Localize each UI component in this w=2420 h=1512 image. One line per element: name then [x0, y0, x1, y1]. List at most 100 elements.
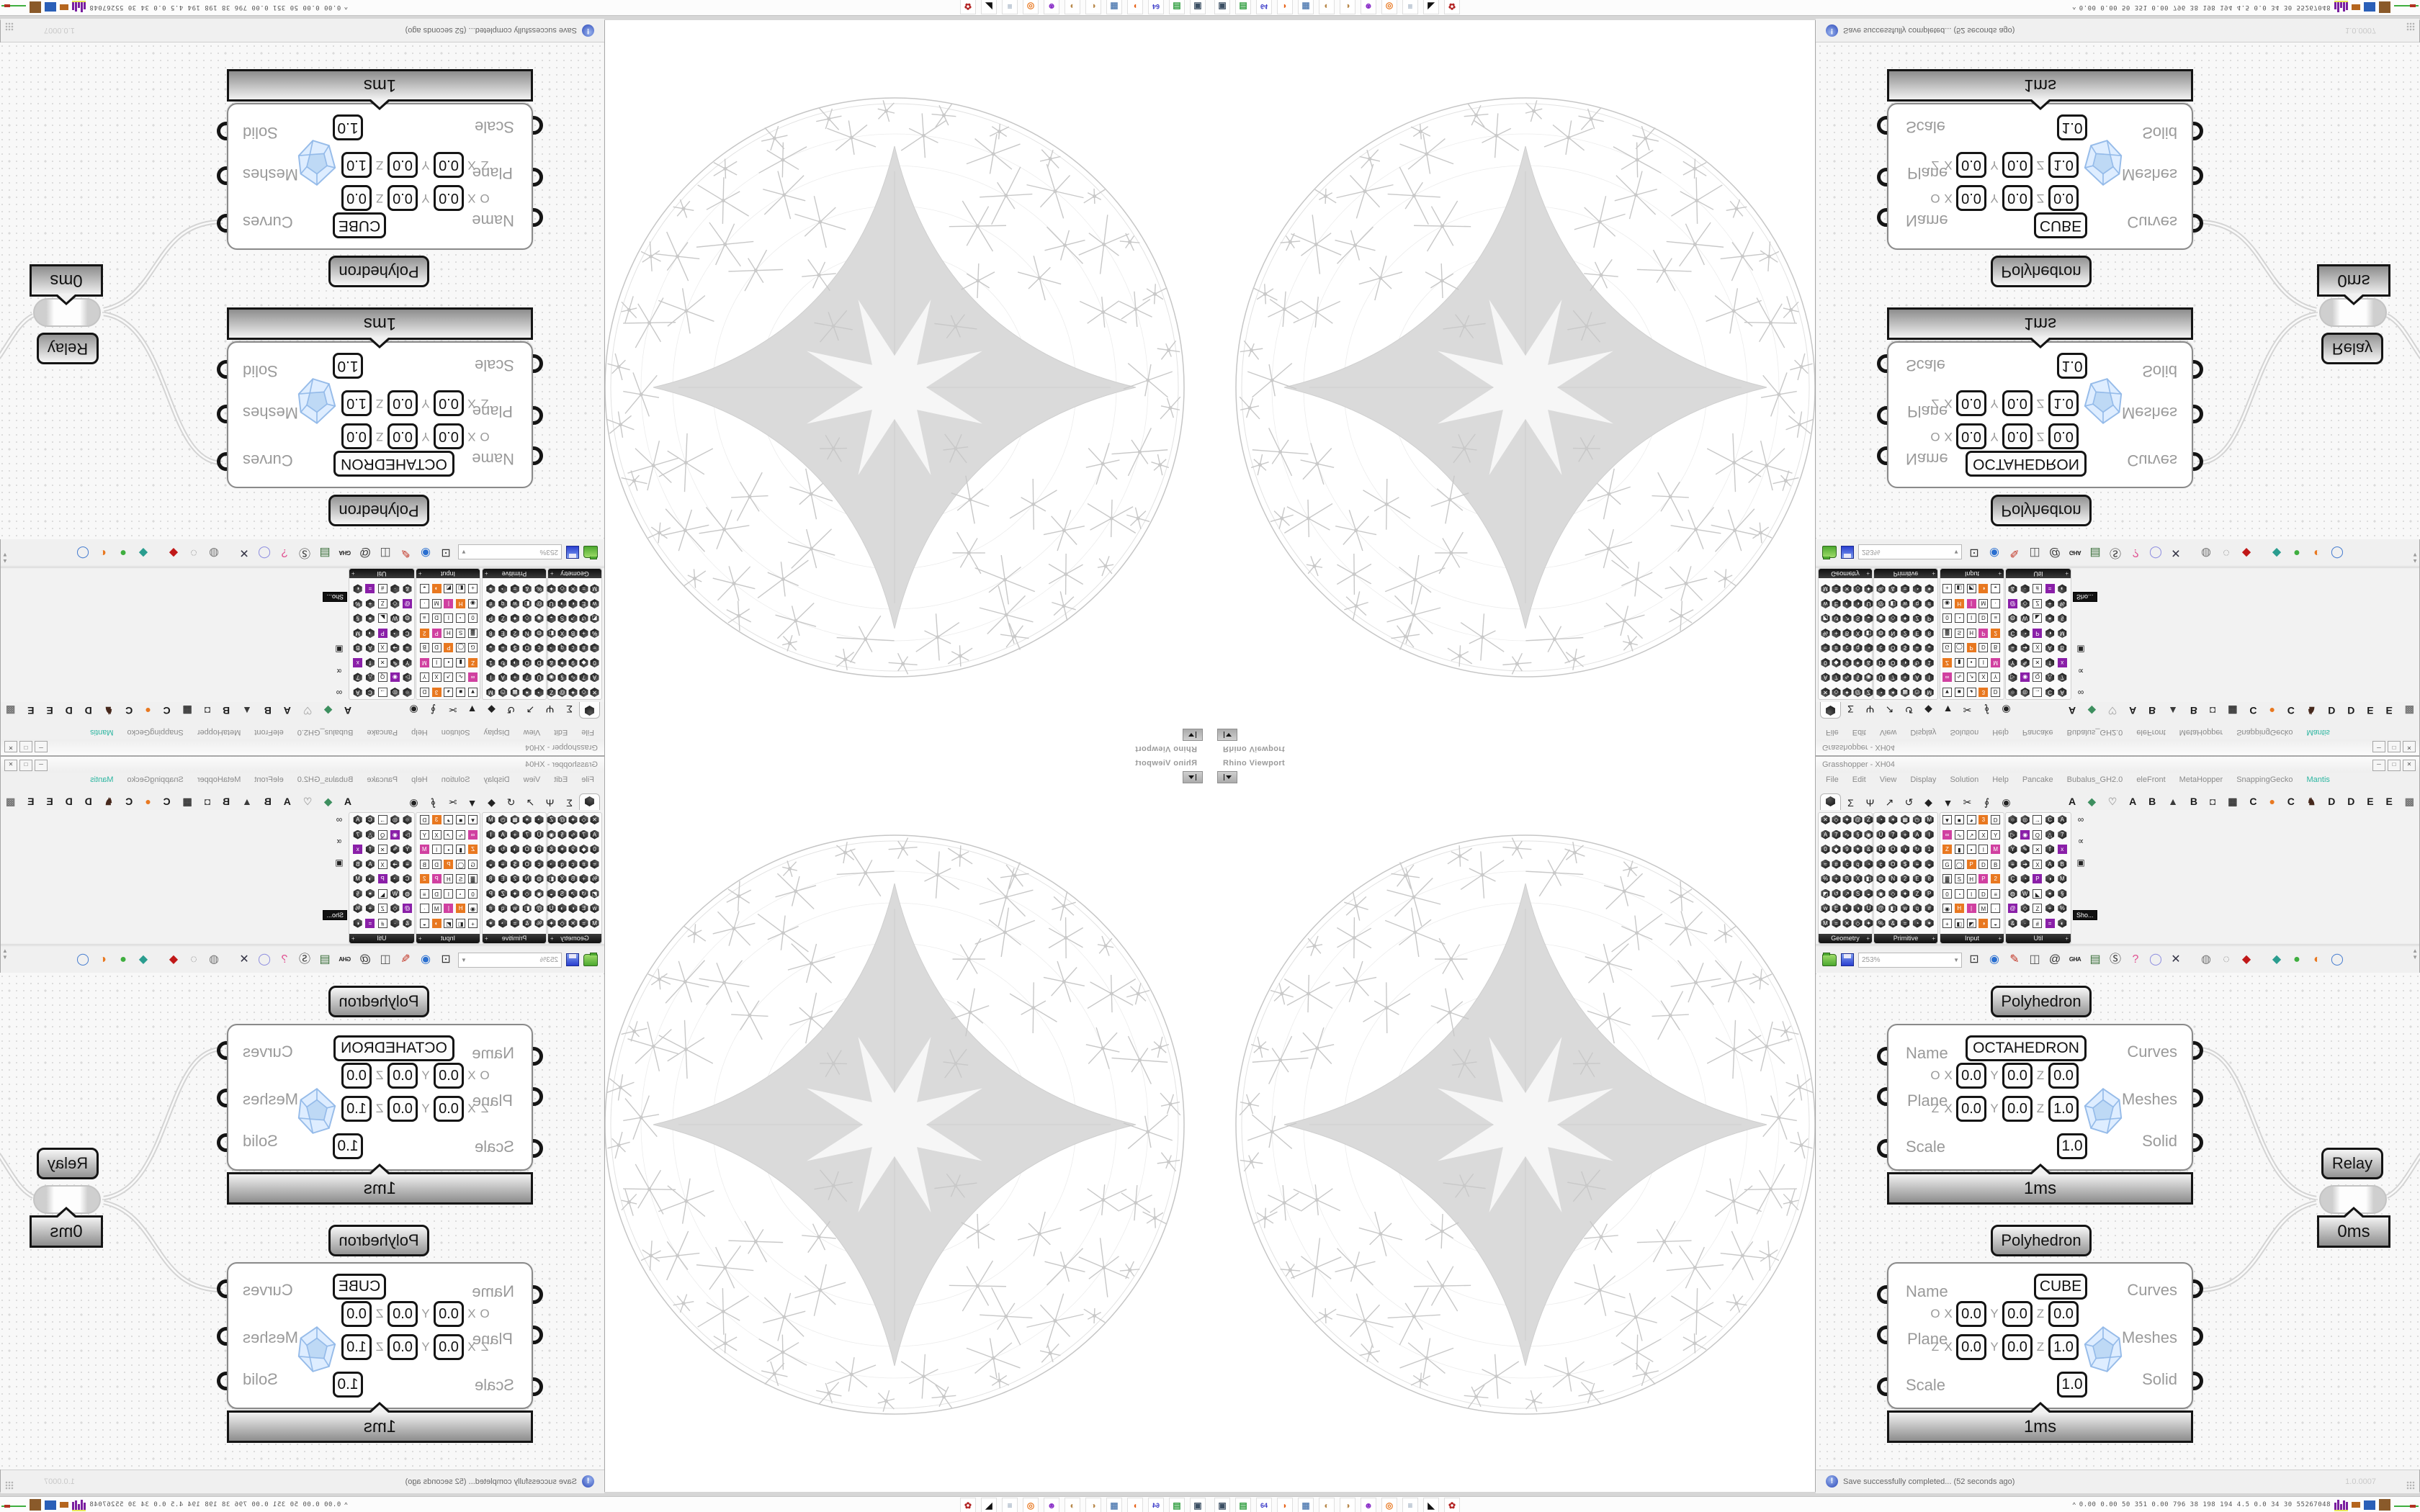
input-socket[interactable] [1877, 1377, 1887, 1396]
plane-value-box[interactable]: 0.0 [434, 390, 464, 416]
door-icon[interactable]: ◫ [380, 953, 391, 966]
palette-component-icon[interactable]: ◒ [1864, 614, 1873, 624]
palette-component-icon[interactable]: M [486, 815, 496, 824]
close-button[interactable]: ✕ [2403, 741, 2416, 752]
close-button[interactable]: ✕ [4, 741, 17, 752]
palette-component-icon[interactable]: ▪ [1966, 658, 1976, 667]
pin-green-icon[interactable]: ● [120, 546, 127, 559]
palette-component-icon[interactable]: ◷ [498, 688, 508, 697]
palette-component-icon[interactable]: ◔ [498, 919, 508, 928]
eye-icon[interactable]: ◉ [421, 546, 431, 559]
palette-component-icon[interactable]: & [403, 919, 412, 928]
palette-component-icon[interactable]: ▪ [444, 845, 454, 854]
palette-component-icon[interactable]: # [1832, 859, 1841, 869]
calculator-icon[interactable]: ▦ [1298, 0, 1314, 14]
palette-component-icon[interactable]: ◧ [1864, 629, 1873, 638]
scale-value-box[interactable]: 1.0 [2057, 1133, 2087, 1159]
palette-component-icon[interactable]: ✕ [1842, 918, 1852, 928]
palette-component-icon[interactable]: A [498, 673, 508, 683]
palette-component-icon[interactable]: ◇ [2020, 904, 2030, 913]
palette-component-icon[interactable]: | [444, 599, 454, 608]
palette-component-icon[interactable]: ◉ [534, 614, 544, 624]
scale-value-box[interactable]: 1.0 [333, 1133, 363, 1159]
palette-component-icon[interactable]: ✕ [1842, 585, 1852, 594]
firefox-icon[interactable]: ◗ [1127, 1498, 1143, 1512]
palette-component-icon[interactable]: Z [377, 599, 387, 608]
palette-component-icon[interactable]: ↗ [1966, 672, 1976, 683]
save-file-button[interactable] [1841, 953, 1854, 966]
palette-component-icon[interactable]: & [1888, 918, 1898, 928]
eye-icon[interactable]: ◉ [1989, 546, 1999, 559]
palette-component-icon[interactable]: ≡ [2008, 859, 2017, 869]
plugin-tab[interactable]: ◘ [2209, 796, 2216, 807]
grasshopper-titlebar[interactable]: Grasshopper - XH04 ─ □ ✕ [1816, 757, 2419, 773]
name-value-box[interactable]: OCTAHEDRON [333, 451, 454, 477]
palette-component-icon[interactable]: 9 [568, 658, 578, 667]
palette-component-icon[interactable]: ▼ [1942, 688, 1952, 697]
output-socket[interactable] [217, 1089, 227, 1107]
plane-value-box[interactable]: 0.0 [2002, 185, 2033, 211]
palette-component-icon[interactable]: + [365, 904, 375, 913]
scale-value-box[interactable]: 1.0 [333, 1372, 363, 1398]
plane-value-box[interactable]: 0.0 [434, 423, 464, 449]
palette-component-icon[interactable]: A [353, 688, 362, 697]
component-tab[interactable]: ✂ [448, 796, 457, 808]
shorts-icon[interactable]: ? [2132, 953, 2139, 966]
input-socket[interactable] [533, 116, 543, 135]
toolbar-overflow-arrows[interactable]: ▲ ▼ [2, 552, 8, 564]
palette-panel-label[interactable]: Geometry + [548, 569, 601, 578]
palette-component-icon[interactable]: E [498, 874, 508, 883]
palette-component-icon[interactable]: ∝ [336, 666, 343, 676]
palette-component-icon[interactable]: c [534, 644, 544, 653]
zoom-level-combo[interactable]: 253% ▼ [458, 952, 562, 968]
plane-value-box[interactable]: 0.0 [2002, 1096, 2033, 1122]
plane-value-box[interactable]: 0.0 [434, 1096, 464, 1122]
palette-component-icon[interactable]: ◧ [522, 904, 532, 913]
palette-component-icon[interactable]: ↗ [1966, 829, 1976, 840]
palette-component-icon[interactable]: & [1864, 658, 1873, 667]
palette-component-icon[interactable]: H [1966, 874, 1976, 883]
firefox-icon[interactable]: ◗ [1277, 0, 1293, 14]
palette-component-icon[interactable]: @ [557, 815, 567, 824]
black-app-icon[interactable]: ◣ [1423, 1498, 1439, 1512]
palette-component-icon[interactable]: ≈ [590, 644, 599, 653]
palette-component-icon[interactable]: Ü [1876, 673, 1886, 683]
polyhedron-cluster-header[interactable]: Polyhedron [328, 256, 429, 287]
palette-component-icon[interactable]: Y [2008, 845, 2017, 854]
palette-component-icon[interactable]: Q [2033, 829, 2043, 840]
palette-component-icon[interactable]: B [1991, 643, 2001, 653]
menu-item-help[interactable]: Help [1992, 728, 2009, 737]
doc-icon[interactable]: ▤ [2089, 546, 2101, 559]
palette-component-icon[interactable]: ✶ [557, 845, 567, 854]
at-icon[interactable]: @ [2048, 953, 2061, 966]
plugin-tab[interactable]: C [2249, 796, 2257, 807]
spheres-icon[interactable]: ◍ [209, 953, 219, 966]
component-tab[interactable]: ▼ [467, 797, 478, 809]
plane-value-box[interactable]: 0.0 [434, 1334, 464, 1360]
palette-component-icon[interactable]: Ü [1876, 829, 1886, 840]
palette-component-icon[interactable]: ◑ [1978, 584, 1989, 594]
plugin-tab[interactable]: D [2328, 705, 2336, 716]
component-tab[interactable]: ↗ [1885, 796, 1894, 808]
palette-component-icon[interactable]: 0 [1821, 845, 1830, 854]
palette-component-icon[interactable]: C [365, 688, 375, 697]
palette-component-icon[interactable]: ◧ [547, 629, 556, 638]
plugin-tab[interactable]: B [2148, 796, 2156, 807]
palette-component-icon[interactable]: 8 [1924, 629, 1934, 638]
palette-component-icon[interactable]: W [390, 614, 400, 624]
input-socket[interactable] [1877, 1087, 1887, 1106]
menu-item-metahopper[interactable]: MetaHopper [2179, 775, 2223, 784]
plane-value-box[interactable]: 0.0 [434, 152, 464, 178]
toolbar-overflow-arrows[interactable]: ▲ ▼ [2412, 552, 2418, 564]
menu-item-edit[interactable]: Edit [554, 728, 568, 737]
palette-component-icon[interactable]: A [2045, 644, 2055, 653]
palette-component-icon[interactable]: ✕ [1821, 815, 1830, 824]
palette-component-icon[interactable]: B [419, 643, 429, 653]
palette-icon[interactable]: ◐ [1319, 0, 1335, 14]
name-value-box[interactable]: CUBE [333, 212, 386, 238]
plugin-tab[interactable]: ♡ [302, 705, 313, 716]
palette-component-icon[interactable]: ◉ [390, 672, 400, 683]
palette-component-icon[interactable]: = [1832, 918, 1841, 928]
palette-component-icon[interactable]: ▦ [510, 688, 519, 697]
polyhedron-cluster-header[interactable]: Polyhedron [1991, 256, 2092, 287]
